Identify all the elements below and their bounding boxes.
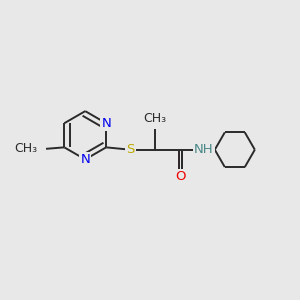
- Text: S: S: [126, 143, 134, 156]
- Text: CH₃: CH₃: [15, 142, 38, 155]
- Text: NH: NH: [194, 143, 214, 156]
- Text: CH₃: CH₃: [144, 112, 167, 125]
- Text: N: N: [80, 153, 90, 166]
- Text: O: O: [175, 170, 186, 183]
- Text: N: N: [101, 117, 111, 130]
